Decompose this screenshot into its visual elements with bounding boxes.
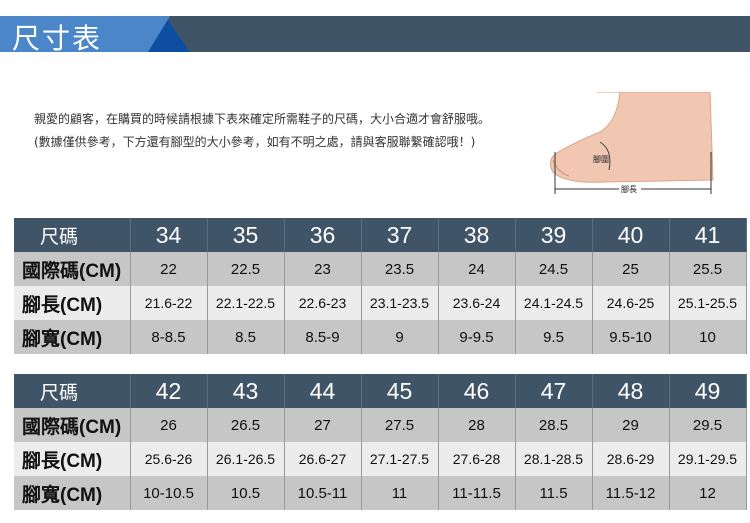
table-cell: 10.5: [207, 476, 285, 510]
table-cell: 26.5: [207, 408, 285, 442]
table-cell: 23.1-23.5: [361, 286, 439, 320]
table-cell: 38: [438, 218, 516, 252]
table-cell: 22: [130, 252, 208, 286]
table-cell: 10: [669, 320, 747, 354]
row-label: 尺碼: [14, 374, 131, 408]
table-cell: 40: [592, 218, 670, 252]
table-cell: 26: [130, 408, 208, 442]
table-cell: 22.1-22.5: [207, 286, 285, 320]
foot-girth-label: 腳圍: [593, 154, 609, 164]
table-cell: 23.6-24: [438, 286, 516, 320]
foot-length-label: 腳長: [621, 184, 637, 194]
intro-text: 親愛的顧客，在購買的時候請根據下表來確定所需鞋子的尺碼，大小合適才會舒服哦。 (…: [34, 112, 491, 149]
table-cell: 44: [284, 374, 362, 408]
table-cell: 27.6-28: [438, 442, 516, 476]
row-label: 腳長(CM): [14, 442, 131, 476]
table-cell: 11-11.5: [438, 476, 516, 510]
table-cell: 28.5: [515, 408, 593, 442]
table-cell: 9.5-10: [592, 320, 670, 354]
foot-illustration: 腳圍 腳長: [549, 92, 714, 194]
table-cell: 35: [207, 218, 285, 252]
table-row: 國際碼(CM) 22 22.5 23 23.5 24 24.5 25 25.5: [14, 252, 747, 286]
table-cell: 9-9.5: [438, 320, 516, 354]
table-cell: 11.5: [515, 476, 593, 510]
page-title: 尺寸表: [12, 22, 103, 55]
table-cell: 36: [284, 218, 362, 252]
row-label: 國際碼(CM): [14, 408, 131, 442]
table-cell: 49: [669, 374, 747, 408]
table-cell: 10.5-11: [284, 476, 362, 510]
table-row: 腳寬(CM) 10-10.5 10.5 10.5-11 11 11-11.5 11.5 11.…: [14, 476, 747, 510]
table-cell: 47: [515, 374, 593, 408]
table-cell: 27: [284, 408, 362, 442]
table-row: 尺碼 42 43 44 45 46 47 48 49: [14, 374, 747, 408]
table-cell: 25.1-25.5: [669, 286, 747, 320]
row-label: 腳寬(CM): [14, 476, 131, 510]
table-cell: 34: [130, 218, 208, 252]
table-row: 尺碼 34 35 36 37 38 39 40 41: [14, 218, 747, 252]
table-cell: 11: [361, 476, 439, 510]
table-row: 國際碼(CM) 26 26.5 27 27.5 28 28.5 29 29.5: [14, 408, 747, 442]
table-cell: 29.1-29.5: [669, 442, 747, 476]
table-cell: 9: [361, 320, 439, 354]
size-table-2: 尺碼 42 43 44 45 46 47 48 49 國際碼(CM) 26 26.5 27 27.5 28 2…: [14, 374, 747, 510]
row-label: 腳長(CM): [14, 286, 131, 320]
table-cell: 42: [130, 374, 208, 408]
table-cell: 24: [438, 252, 516, 286]
table-cell: 22.6-23: [284, 286, 362, 320]
table-cell: 25.5: [669, 252, 747, 286]
table-cell: 24.5: [515, 252, 593, 286]
table-cell: 27.1-27.5: [361, 442, 439, 476]
table-cell: 8-8.5: [130, 320, 208, 354]
table-cell: 45: [361, 374, 439, 408]
table-cell: 28.6-29: [592, 442, 670, 476]
row-label: 國際碼(CM): [14, 252, 131, 286]
table-cell: 46: [438, 374, 516, 408]
table-cell: 48: [592, 374, 670, 408]
table-cell: 43: [207, 374, 285, 408]
row-label: 腳寬(CM): [14, 320, 131, 354]
table-cell: 28.1-28.5: [515, 442, 593, 476]
table-cell: 37: [361, 218, 439, 252]
table-cell: 12: [669, 476, 747, 510]
table-cell: 41: [669, 218, 747, 252]
table-row: 腳長(CM) 21.6-22 22.1-22.5 22.6-23 23.1-23.5 23…: [14, 286, 747, 320]
table-cell: 23: [284, 252, 362, 286]
table-cell: 25: [592, 252, 670, 286]
section-header: 尺寸表: [0, 16, 750, 55]
table-cell: 21.6-22: [130, 286, 208, 320]
table-cell: 39: [515, 218, 593, 252]
table-cell: 27.5: [361, 408, 439, 442]
table-cell: 9.5: [515, 320, 593, 354]
table-cell: 25.6-26: [130, 442, 208, 476]
table-cell: 28: [438, 408, 516, 442]
table-cell: 26.1-26.5: [207, 442, 285, 476]
table-cell: 11.5-12: [592, 476, 670, 510]
table-cell: 23.5: [361, 252, 439, 286]
row-label: 尺碼: [14, 218, 131, 252]
table-cell: 24.1-24.5: [515, 286, 593, 320]
table-cell: 22.5: [207, 252, 285, 286]
table-row: 腳寬(CM) 8-8.5 8.5 8.5-9 9 9-9.5 9.5 9.5-10 10: [14, 320, 747, 354]
table-row: 腳長(CM) 25.6-26 26.1-26.5 26.6-27 27.1-27.5 27…: [14, 442, 747, 476]
size-table-1: 尺碼 34 35 36 37 38 39 40 41 國際碼(CM) 22 22.5 23 23.5 24 2…: [14, 218, 747, 354]
table-cell: 26.6-27: [284, 442, 362, 476]
table-cell: 10-10.5: [130, 476, 208, 510]
table-cell: 8.5: [207, 320, 285, 354]
table-cell: 8.5-9: [284, 320, 362, 354]
table-cell: 24.6-25: [592, 286, 670, 320]
table-cell: 29: [592, 408, 670, 442]
table-cell: 29.5: [669, 408, 747, 442]
